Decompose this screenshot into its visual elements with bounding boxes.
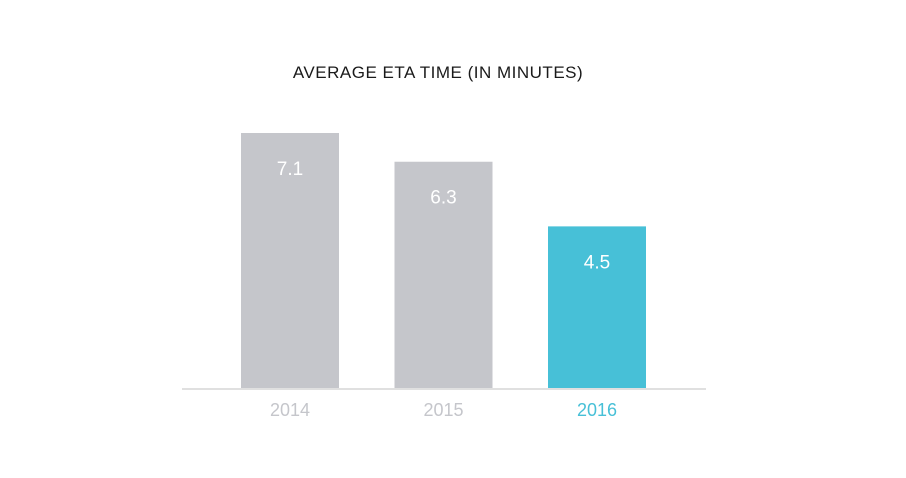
bars-layer: 7.1 6.3 4.5 (241, 133, 646, 388)
x-axis-ticks: 2014 2015 2016 (270, 400, 617, 420)
bar-2015 (394, 161, 493, 388)
x-tick-label-2014: 2014 (270, 400, 310, 420)
x-tick-label-2016: 2016 (577, 400, 617, 420)
bar-value-label-2016: 4.5 (584, 252, 610, 273)
bar-value-label-2015: 6.3 (430, 188, 456, 209)
x-tick-label-2015: 2015 (423, 400, 463, 420)
bar-2014 (241, 133, 339, 388)
bar-2016 (548, 226, 646, 388)
bar-value-label-2014: 7.1 (277, 159, 303, 180)
chart-title: AVERAGE ETA TIME (IN MINUTES) (293, 63, 583, 82)
